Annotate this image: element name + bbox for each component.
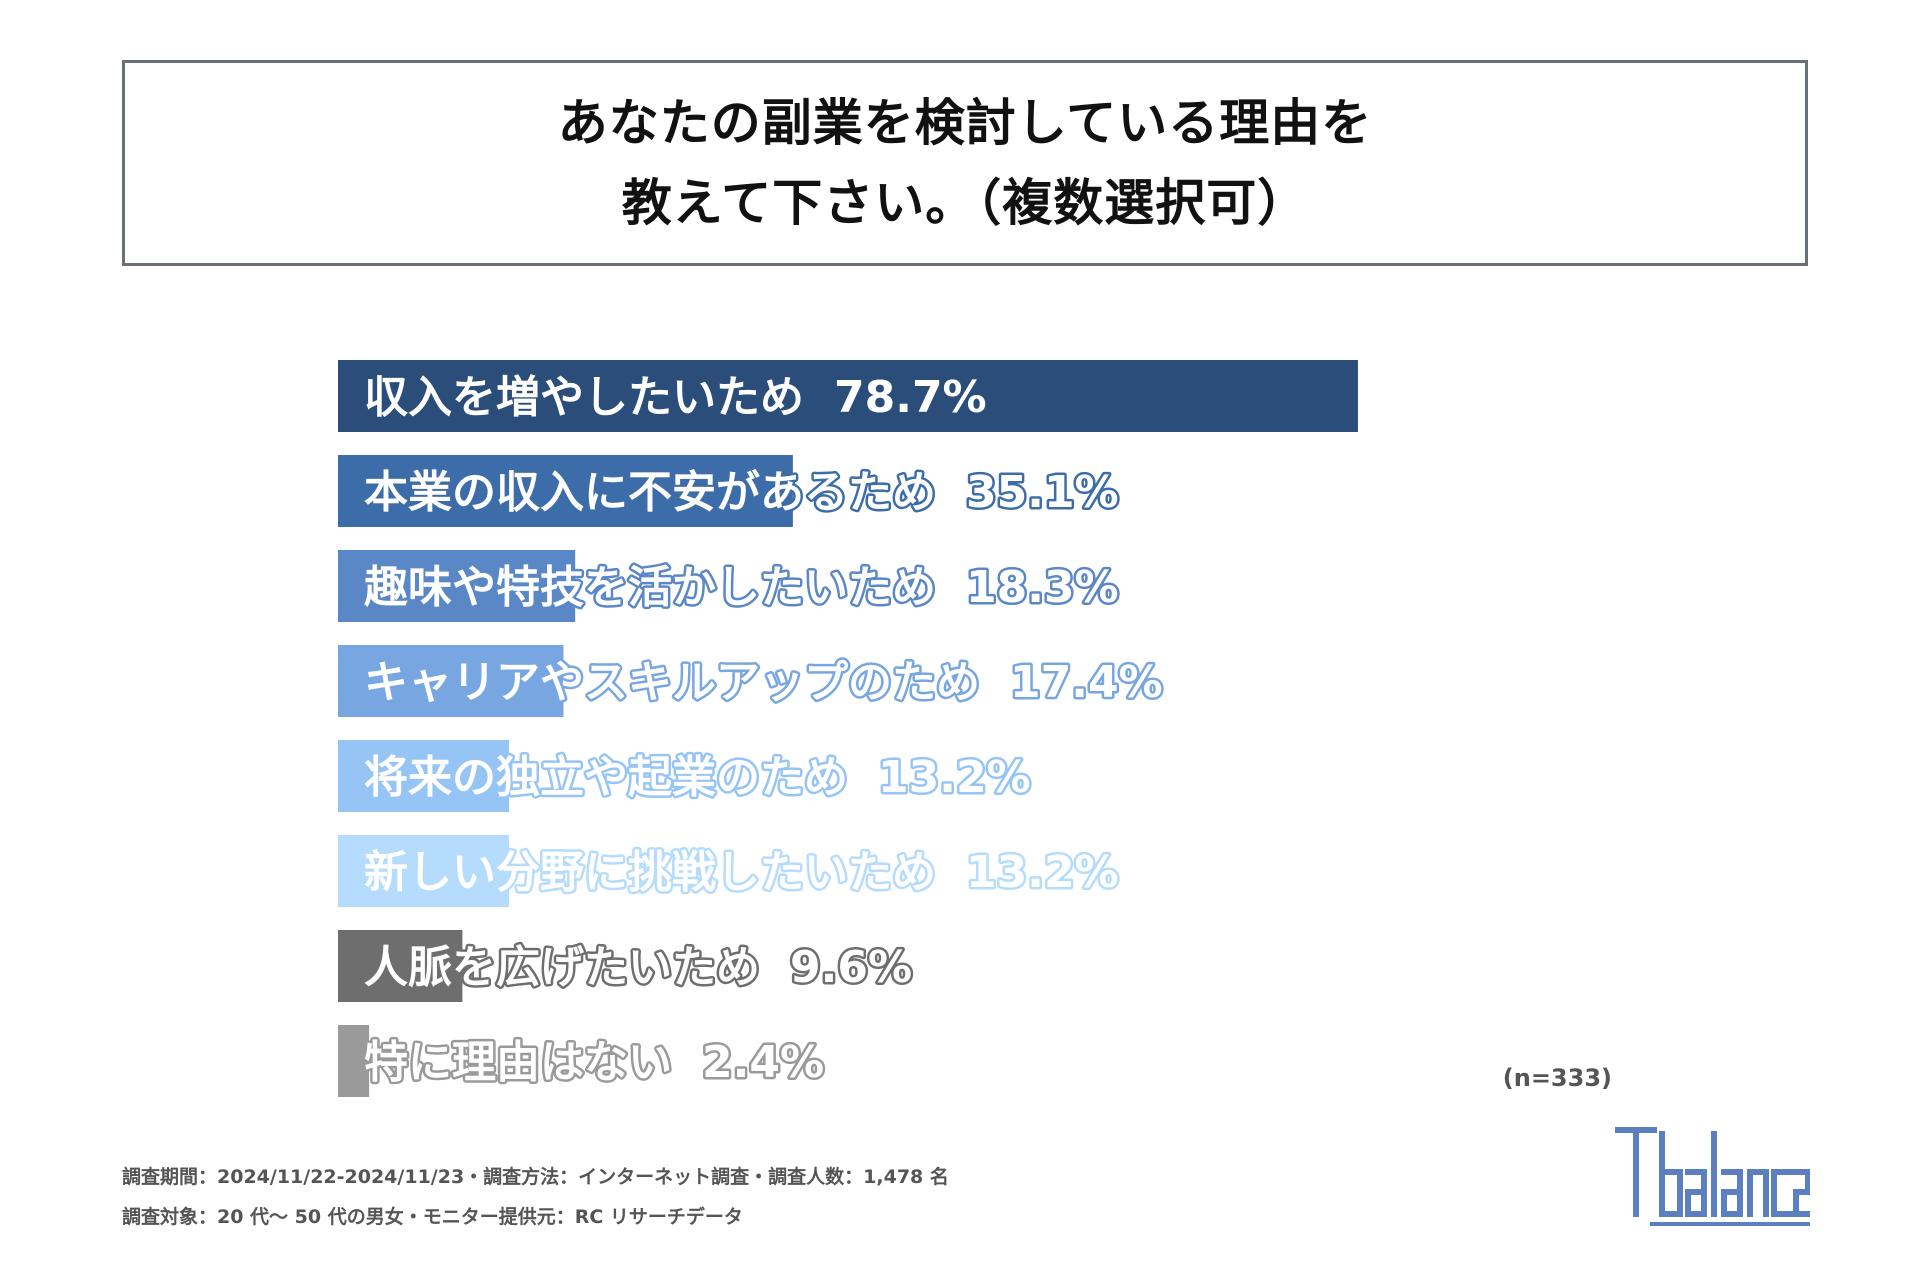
category-label-3: キャリアやスキルアップのため — [364, 657, 980, 708]
category-label-5: 新しい分野に挑戦したいため — [364, 847, 936, 898]
survey-info-line-1: 調査期間：2024/11/22-2024/11/23・調査方法：インターネット調… — [122, 1166, 949, 1188]
chart-title-line-1: あなたの副業を検討している理由を — [557, 94, 1373, 152]
bar-1 — [338, 455, 793, 527]
bar-label-1: 本業の収入に不安があるため 35.1% — [364, 467, 1119, 518]
category-label-4: 将来の独立や起業のため — [364, 752, 848, 803]
value-label-4: 13.2% — [878, 752, 1031, 803]
bar-3 — [338, 645, 564, 717]
bar-5 — [338, 835, 510, 907]
value-label-1: 35.1% — [966, 467, 1119, 518]
bar-label-3: キャリアやスキルアップのため 17.4% — [364, 657, 1163, 708]
value-label-2: 18.3% — [966, 562, 1119, 613]
bar-0 — [338, 360, 1358, 432]
category-label-2: 趣味や特技を活かしたいため — [364, 562, 936, 613]
value-label-6: 9.6% — [790, 942, 912, 993]
bar-7 — [338, 1025, 370, 1097]
bar-label-2: 趣味や特技を活かしたいため 18.3% — [364, 562, 1119, 613]
tbalance-logo — [1615, 1127, 1810, 1226]
bar-label-4: 将来の独立や起業のため 13.2% — [364, 752, 1031, 803]
value-label-3: 17.4% — [1010, 657, 1163, 708]
category-label-7: 特に理由はない — [364, 1037, 672, 1088]
bar-4 — [338, 740, 510, 812]
value-label-0: 78.7% — [834, 372, 987, 423]
bar-label-7: 特に理由はない 2.4% — [364, 1037, 824, 1088]
survey-info-line-2: 調査対象：20 代～ 50 代の男女・モニター提供元：RC リサーチデータ — [122, 1206, 743, 1228]
value-label-7: 2.4% — [702, 1037, 824, 1088]
chart-title-line-2: 教えて下さい。（複数選択可） — [621, 174, 1309, 232]
bar-2 — [338, 550, 576, 622]
bar-6 — [338, 930, 463, 1002]
category-label-0: 収入を増やしたいため — [364, 372, 804, 423]
value-label-5: 13.2% — [966, 847, 1119, 898]
category-label-1: 本業の収入に不安があるため — [364, 467, 936, 518]
bar-label-6: 人脈を広げたいため 9.6% — [364, 942, 912, 993]
bar-label-5: 新しい分野に挑戦したいため 13.2% — [364, 847, 1119, 898]
bar-label-0: 収入を増やしたいため 78.7% — [364, 372, 987, 423]
category-label-6: 人脈を広げたいため — [364, 942, 760, 993]
sample-size-note: (n=333) — [1502, 1064, 1612, 1092]
chart-title-box: あなたの副業を検討している理由を 教えて下さい。（複数選択可） — [122, 60, 1808, 266]
